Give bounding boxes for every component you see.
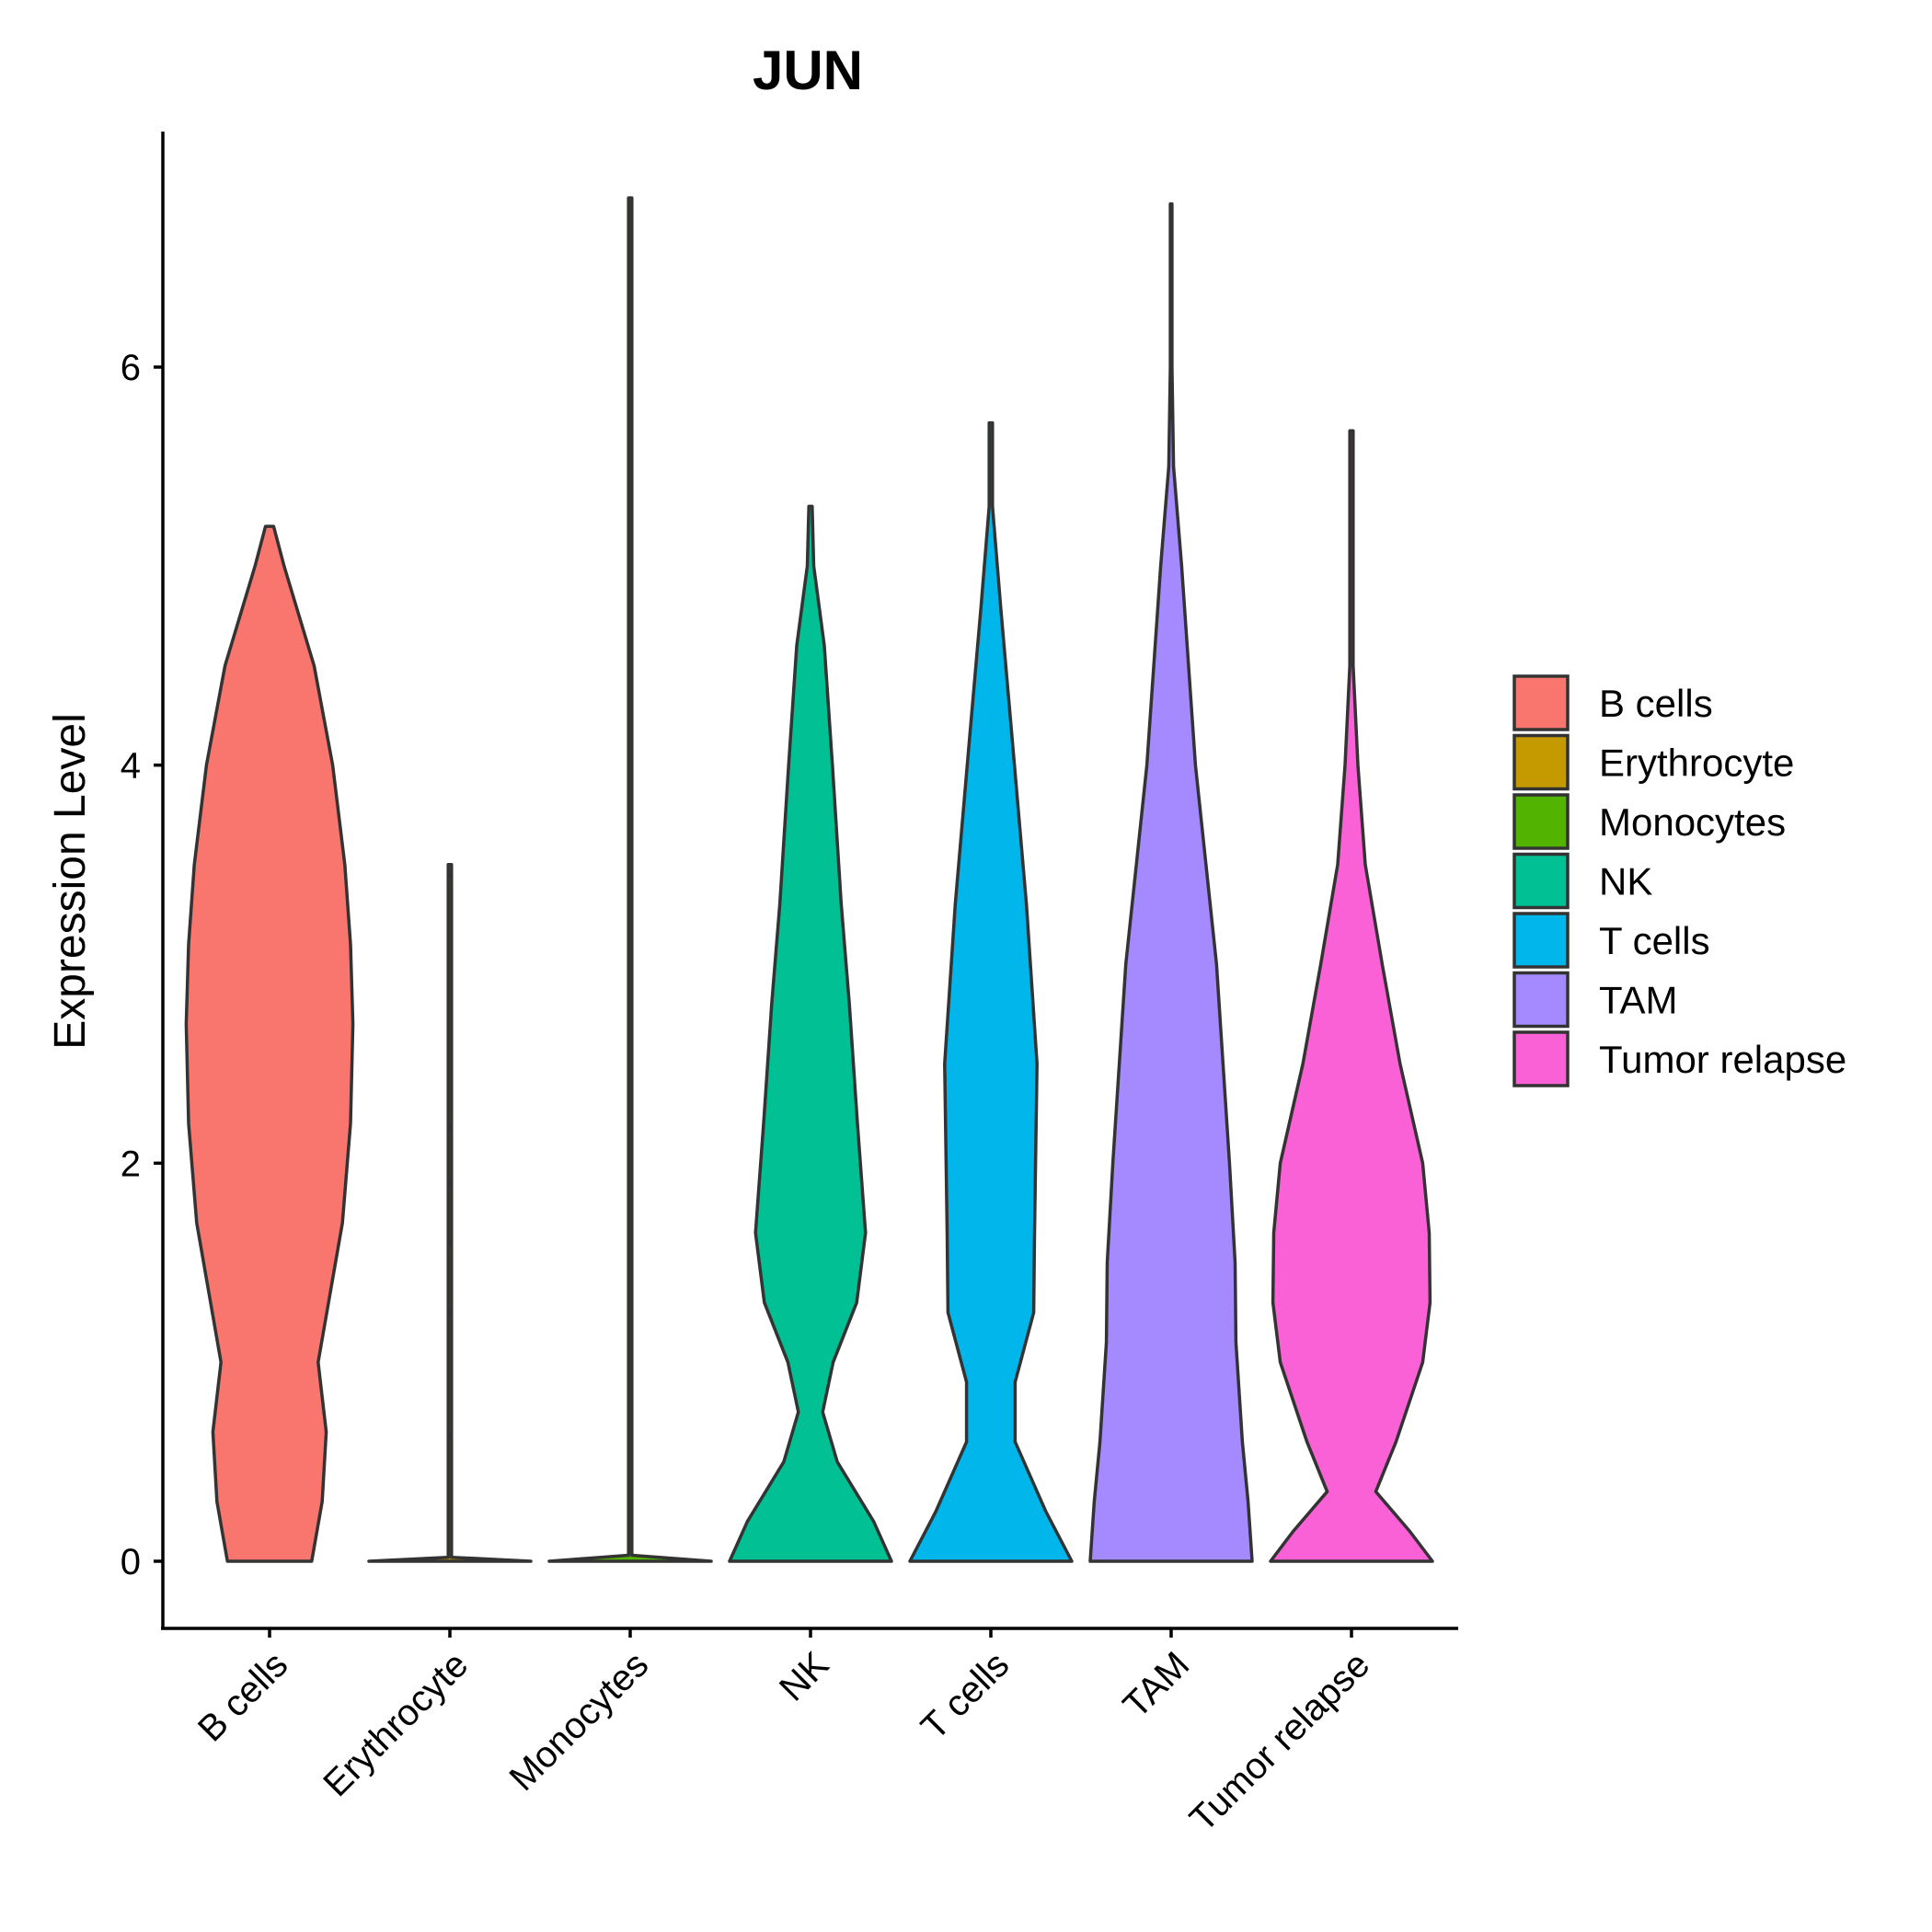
legend-key-monocytes xyxy=(1512,793,1570,850)
legend-key-b-cells xyxy=(1512,674,1570,731)
y-tick-label: 0 xyxy=(121,1542,141,1582)
violin-nk xyxy=(728,504,893,1563)
y-tick-label: 2 xyxy=(121,1144,141,1184)
legend-key-nk xyxy=(1512,852,1570,910)
x-tick-label-tumor-relapse: Tumor relapse xyxy=(1182,1644,1377,1839)
violin-tam xyxy=(1088,201,1254,1563)
data-point-erythrocyte xyxy=(446,1239,454,1247)
x-tick-label-tam: TAM xyxy=(1116,1644,1198,1726)
data-point-erythrocyte xyxy=(446,871,454,879)
legend-label-t-cells: T cells xyxy=(1599,919,1710,962)
legend: B cells Erythrocyte Monocytes NK T cells TAM T… xyxy=(1512,674,1846,1087)
violin-erythrocyte xyxy=(367,863,533,1563)
violin-b-cells xyxy=(184,524,355,1563)
legend-key-tumor-relapse xyxy=(1512,1030,1570,1087)
data-point-erythrocyte xyxy=(446,1432,454,1440)
legend-key-tam xyxy=(1512,971,1570,1029)
violin-t-cells xyxy=(908,420,1074,1563)
x-tick-label-monocytes: Monocytes xyxy=(501,1644,656,1799)
data-point-erythrocyte xyxy=(446,1123,454,1131)
x-axis: B cells Erythrocyte Monocytes NK T cells TAMT… xyxy=(190,1628,1377,1840)
y-axis: 0 2 4 6 xyxy=(121,348,163,1582)
y-tick-label: 6 xyxy=(121,348,141,388)
legend-label-erythrocyte: Erythrocyte xyxy=(1599,742,1794,785)
legend-key-t-cells xyxy=(1512,912,1570,969)
legend-label-monocytes: Monocytes xyxy=(1599,800,1786,844)
violins-layer xyxy=(184,196,1434,1563)
legend-label-nk: NK xyxy=(1599,860,1652,903)
y-axis-label: Expression Level xyxy=(46,713,95,1050)
legend-label-tumor-relapse: Tumor relapse xyxy=(1599,1038,1846,1081)
x-tick-label-erythrocyte: Erythrocyte xyxy=(316,1644,476,1804)
legend-label-b-cells: B cells xyxy=(1599,682,1713,725)
chart-title: JUN xyxy=(753,40,863,101)
x-tick-label-nk: NK xyxy=(772,1644,837,1709)
data-point-erythrocyte xyxy=(446,1179,454,1187)
data-point-erythrocyte xyxy=(446,1309,454,1317)
x-tick-label-t-cells: T cells xyxy=(914,1644,1017,1747)
legend-label-tam: TAM xyxy=(1599,979,1678,1022)
violin-monocytes xyxy=(547,196,713,1563)
violin-tumor-relapse xyxy=(1269,429,1434,1563)
y-tick-label: 4 xyxy=(121,746,141,787)
x-tick-label-b-cells: B cells xyxy=(190,1644,295,1749)
legend-key-erythrocyte xyxy=(1512,733,1570,791)
